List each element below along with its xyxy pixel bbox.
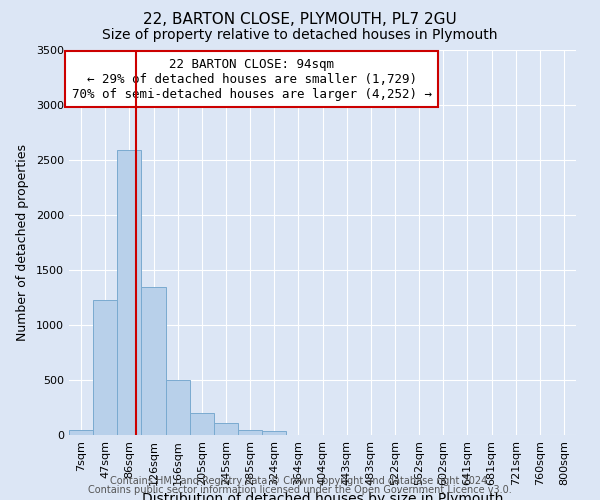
Bar: [190, 413, 214, 435]
Text: Contains HM Land Registry data © Crown copyright and database right 2024.: Contains HM Land Registry data © Crown c…: [110, 476, 490, 486]
Bar: [166, 380, 190, 435]
Bar: [238, 430, 262, 435]
Text: Size of property relative to detached houses in Plymouth: Size of property relative to detached ho…: [102, 28, 498, 42]
Bar: [69, 430, 93, 435]
Bar: [93, 300, 117, 435]
X-axis label: Distribution of detached houses by size in Plymouth: Distribution of detached houses by size …: [142, 492, 503, 500]
Bar: [117, 150, 142, 435]
Bar: [262, 430, 286, 435]
Text: Contains public sector information licensed under the Open Government Licence v3: Contains public sector information licen…: [88, 485, 512, 495]
Bar: [214, 423, 238, 435]
Text: 22, BARTON CLOSE, PLYMOUTH, PL7 2GU: 22, BARTON CLOSE, PLYMOUTH, PL7 2GU: [143, 12, 457, 28]
Bar: [142, 286, 166, 435]
Y-axis label: Number of detached properties: Number of detached properties: [16, 144, 29, 341]
Text: 22 BARTON CLOSE: 94sqm
← 29% of detached houses are smaller (1,729)
70% of semi-: 22 BARTON CLOSE: 94sqm ← 29% of detached…: [71, 58, 431, 100]
